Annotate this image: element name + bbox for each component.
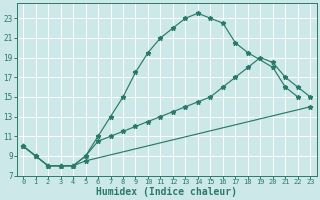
X-axis label: Humidex (Indice chaleur): Humidex (Indice chaleur) <box>96 186 237 197</box>
